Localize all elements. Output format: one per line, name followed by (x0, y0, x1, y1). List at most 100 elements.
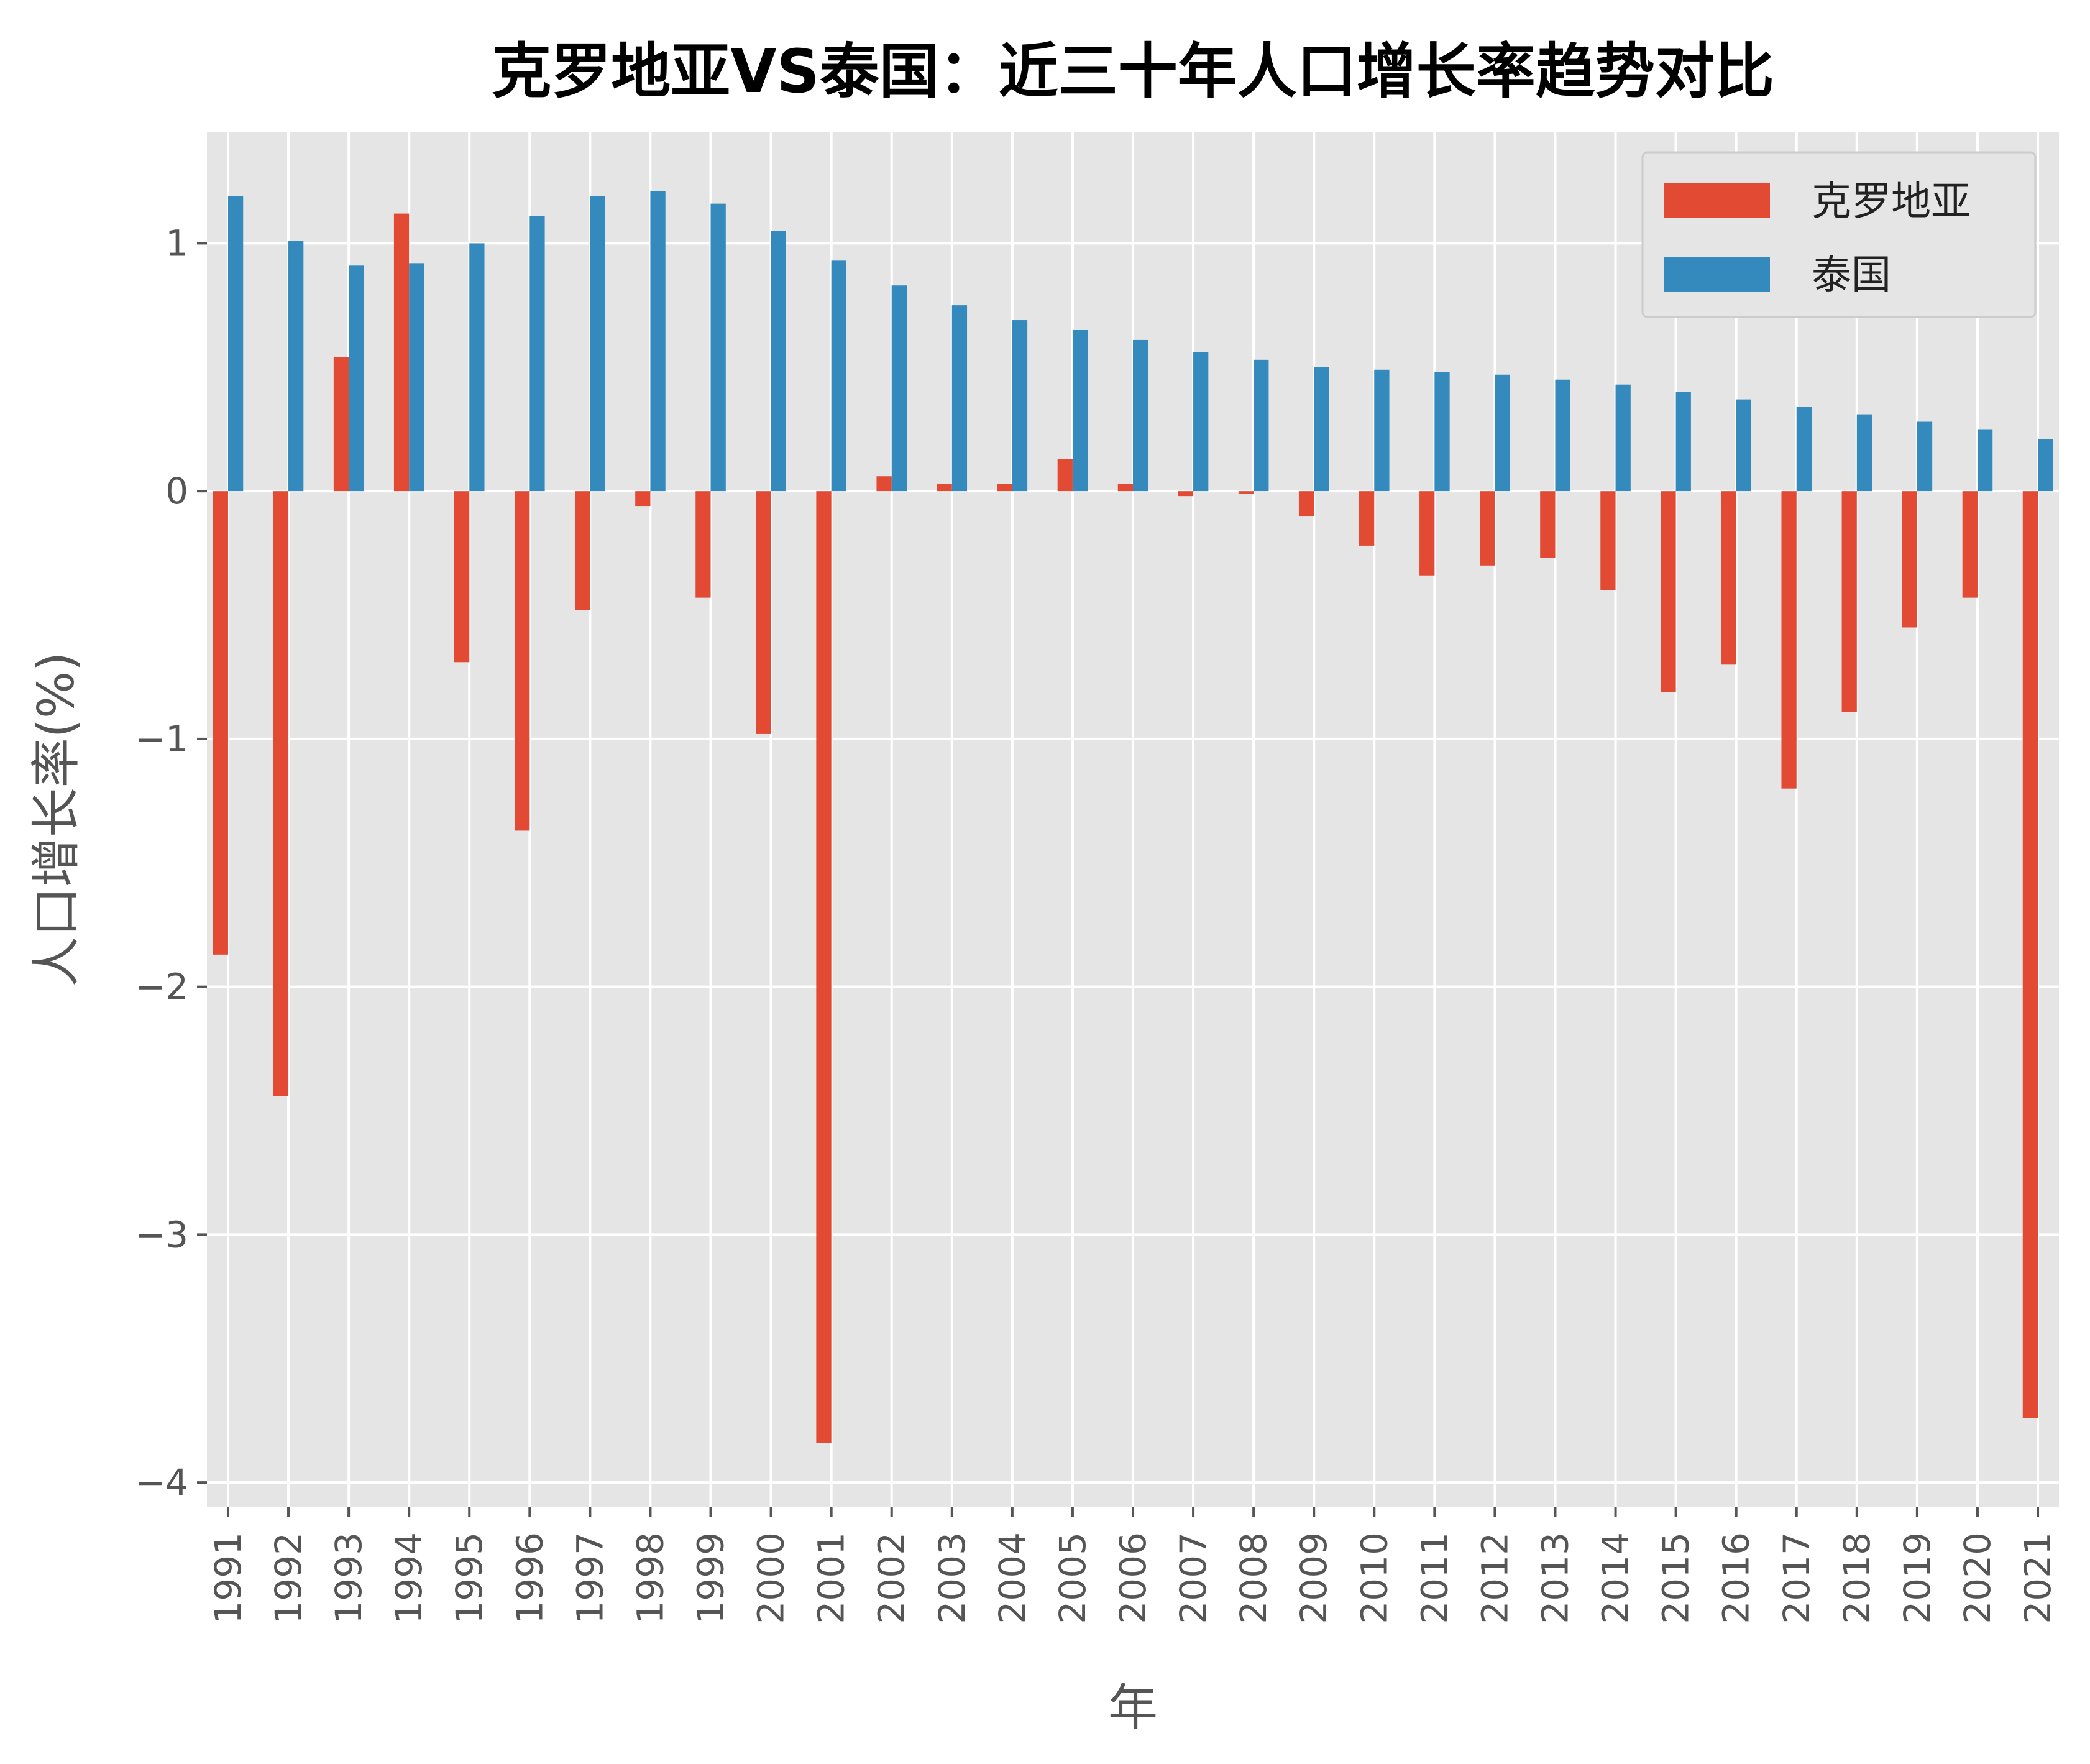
x-tick-label: 2021 (2017, 1532, 2059, 1624)
y-tick-label: 1 (165, 222, 188, 264)
y-tick-label: 0 (165, 470, 188, 512)
bar-croatia-1992 (273, 491, 289, 1096)
bar-thailand-1993 (349, 265, 364, 492)
bar-croatia-2000 (756, 491, 771, 734)
y-tick-label: −3 (135, 1213, 189, 1256)
bar-thailand-2002 (891, 285, 907, 492)
x-axis-label: 年 (1108, 1679, 1158, 1737)
x-tick-label: 2008 (1232, 1532, 1275, 1624)
bar-thailand-2008 (1254, 359, 1269, 492)
bar-thailand-2020 (1977, 429, 1993, 492)
bar-croatia-2013 (1540, 491, 1556, 558)
x-tick-label: 2020 (1956, 1532, 1999, 1624)
x-tick-label: 2002 (871, 1532, 913, 1624)
legend-swatch-croatia (1664, 183, 1770, 218)
bar-croatia-1991 (213, 491, 228, 955)
bar-croatia-2005 (1057, 459, 1073, 492)
x-tick-label: 1993 (328, 1532, 370, 1624)
y-tick-label: −1 (135, 718, 189, 760)
bar-croatia-2012 (1480, 491, 1495, 566)
x-tick-label: 1998 (629, 1532, 671, 1624)
bar-thailand-1992 (288, 241, 304, 492)
bar-thailand-1999 (710, 203, 726, 492)
x-tick-label: 1997 (569, 1532, 611, 1624)
legend: 克罗地亚 泰国 (1641, 151, 2037, 318)
bar-croatia-2010 (1359, 491, 1375, 546)
bar-croatia-2016 (1721, 491, 1736, 665)
bar-croatia-2017 (1781, 491, 1797, 789)
y-axis-label: 人口增长率(%) (27, 652, 85, 986)
bar-thailand-2007 (1193, 352, 1209, 492)
bar-thailand-2006 (1133, 339, 1148, 492)
bar-croatia-1999 (695, 491, 711, 598)
x-tick-label: 2001 (810, 1532, 853, 1624)
bar-thailand-2001 (831, 260, 846, 492)
bar-croatia-2003 (937, 484, 952, 492)
x-tick-label: 1999 (690, 1532, 732, 1624)
bar-thailand-1996 (529, 216, 545, 492)
legend-label-thailand: 泰国 (1812, 252, 1891, 298)
x-tick-label: 1996 (508, 1532, 551, 1624)
bar-croatia-2014 (1600, 491, 1616, 590)
bar-thailand-2009 (1314, 367, 1329, 492)
bar-croatia-1995 (454, 491, 470, 663)
bar-thailand-1991 (227, 196, 244, 492)
bar-croatia-2011 (1419, 491, 1435, 576)
x-tick-label: 2013 (1534, 1532, 1576, 1624)
bar-croatia-1997 (575, 491, 590, 610)
x-tick-label: 1992 (267, 1532, 309, 1624)
x-tick-label: 2011 (1413, 1532, 1455, 1624)
bar-thailand-2019 (1917, 421, 1933, 492)
x-tick-label: 2014 (1595, 1532, 1637, 1624)
x-tick-label: 1994 (388, 1532, 430, 1624)
bar-croatia-1994 (393, 213, 410, 492)
bar-thailand-2005 (1072, 329, 1088, 492)
bar-thailand-1998 (650, 191, 666, 492)
bar-thailand-2014 (1615, 384, 1631, 492)
bar-thailand-2016 (1736, 399, 1751, 492)
bar-croatia-2007 (1178, 491, 1194, 497)
legend-swatch-thailand (1664, 257, 1770, 292)
bar-croatia-2018 (1841, 491, 1857, 712)
bar-croatia-2002 (876, 476, 892, 492)
x-tick-label: 2005 (1052, 1532, 1094, 1624)
bar-thailand-2013 (1555, 379, 1570, 492)
y-tick-label: −4 (135, 1461, 189, 1504)
bar-croatia-1993 (333, 357, 349, 492)
x-tick-label: 2015 (1655, 1532, 1697, 1624)
x-tick-label: 2017 (1776, 1532, 1818, 1624)
bar-croatia-2019 (1902, 491, 1917, 628)
bars (213, 191, 2053, 1443)
bar-croatia-2021 (2022, 491, 2038, 1418)
bar-thailand-2000 (771, 231, 786, 492)
bar-thailand-2003 (951, 305, 968, 492)
axis-ticks: 1 0 −1 −2 −3 −4 1991 1992 1993 1994 1995 1996 1997 19… (135, 222, 2060, 1624)
bar-thailand-2011 (1434, 372, 1450, 492)
bar-thailand-2010 (1374, 369, 1390, 492)
bar-thailand-2018 (1856, 414, 1872, 492)
x-tick-label: 2009 (1293, 1532, 1335, 1624)
bar-croatia-2004 (997, 484, 1012, 492)
bar-thailand-2015 (1675, 392, 1691, 492)
bar-croatia-2009 (1298, 491, 1314, 517)
bar-thailand-2017 (1796, 407, 1812, 492)
x-tick-label: 2012 (1474, 1532, 1516, 1624)
bar-croatia-1996 (515, 491, 530, 831)
x-tick-label: 2003 (931, 1532, 973, 1624)
bar-thailand-1994 (409, 263, 424, 492)
bar-thailand-2004 (1012, 320, 1028, 492)
bar-thailand-2012 (1495, 374, 1510, 492)
x-tick-label: 2006 (1112, 1532, 1154, 1624)
y-tick-label: −2 (135, 966, 189, 1008)
bar-thailand-1997 (590, 196, 605, 492)
chart-title: 克罗地亚VS泰国：近三十年人口增长率趋势对比 (492, 37, 1774, 106)
bar-croatia-1998 (635, 491, 651, 507)
bar-croatia-2008 (1238, 491, 1254, 494)
x-tick-label: 1991 (207, 1532, 249, 1624)
x-tick-label: 2019 (1896, 1532, 1938, 1624)
x-tick-label: 2007 (1172, 1532, 1214, 1624)
x-tick-label: 2004 (991, 1532, 1034, 1624)
x-tick-label: 2018 (1836, 1532, 1878, 1624)
x-tick-label: 2016 (1715, 1532, 1758, 1624)
